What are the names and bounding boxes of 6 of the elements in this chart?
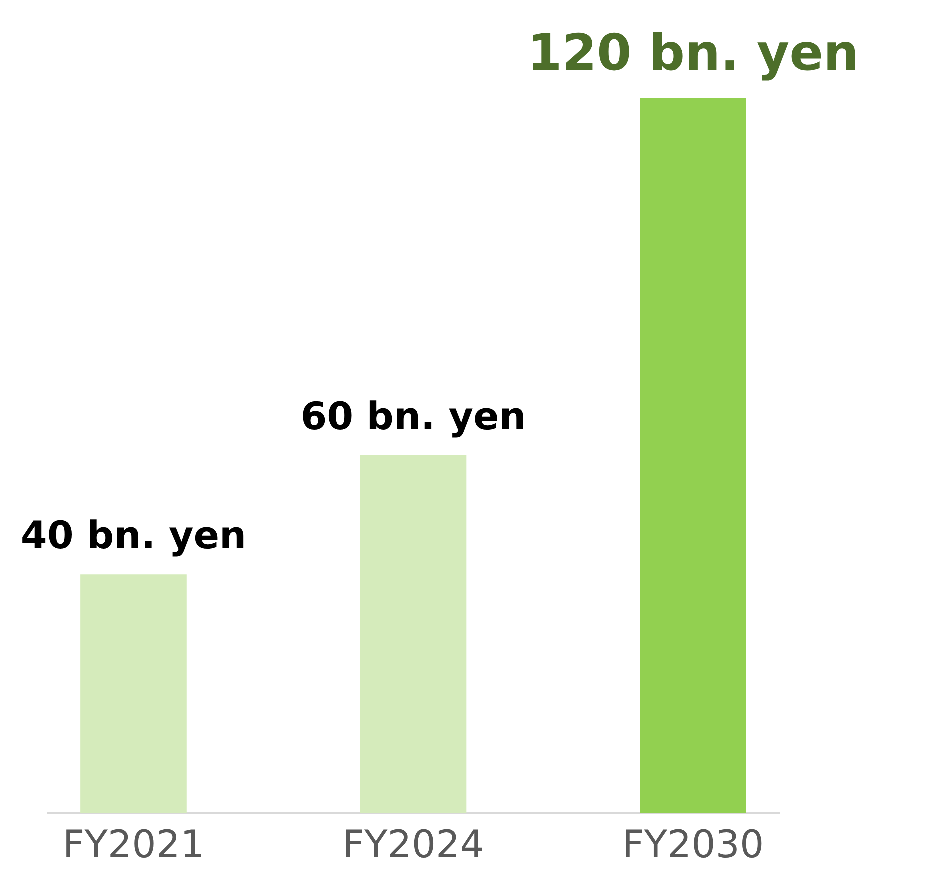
data-label: 60 bn. yen [300, 394, 526, 438]
x-tick-label: FY2030 [622, 822, 764, 866]
x-tick-label: FY2021 [62, 822, 205, 866]
data-label: 40 bn. yen [20, 514, 247, 558]
x-tick-label: FY2024 [342, 822, 484, 866]
data-label: 120 bn. yen [527, 24, 860, 82]
